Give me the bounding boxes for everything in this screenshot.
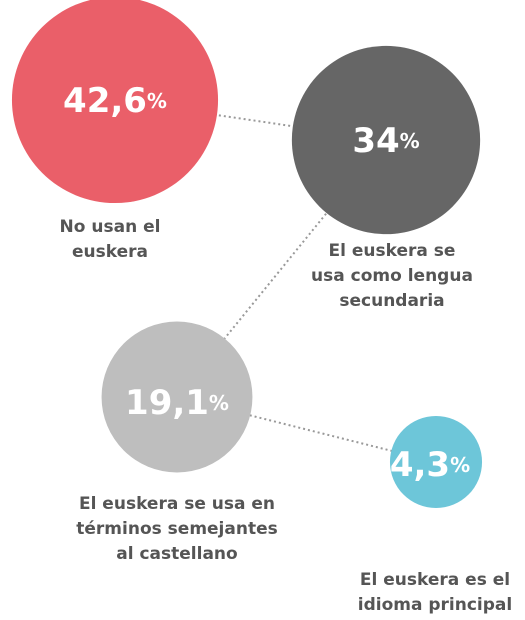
bubble (11, 0, 219, 204)
category-label: El euskera es el (360, 570, 510, 590)
value-unit: % (450, 453, 470, 477)
value-label: 34% (352, 121, 419, 161)
bubble (291, 45, 481, 235)
category-label: No usan el (60, 217, 161, 237)
value-label: 19,1% (125, 383, 229, 423)
category-label: secundaria (339, 291, 444, 311)
value-label: 42,6% (63, 81, 167, 121)
value-number: 42,6 (63, 81, 147, 121)
category-label: al castellano (116, 544, 237, 564)
value-number: 19,1 (125, 383, 209, 423)
value-unit: % (400, 129, 420, 153)
category-label: euskera (72, 242, 148, 262)
category-label: términos semejantes (76, 519, 277, 539)
value-label: 4,3% (390, 445, 470, 485)
value-number: 4,3 (390, 445, 450, 485)
category-label: idioma principal (358, 595, 512, 615)
value-unit: % (209, 391, 229, 415)
bubble (389, 415, 483, 509)
value-number: 34 (352, 121, 399, 161)
category-label: El euskera se usa en (79, 494, 275, 514)
bubble (101, 321, 253, 473)
category-label: El euskera se (329, 241, 456, 261)
category-label: usa como lengua (311, 266, 473, 286)
value-unit: % (147, 89, 167, 113)
